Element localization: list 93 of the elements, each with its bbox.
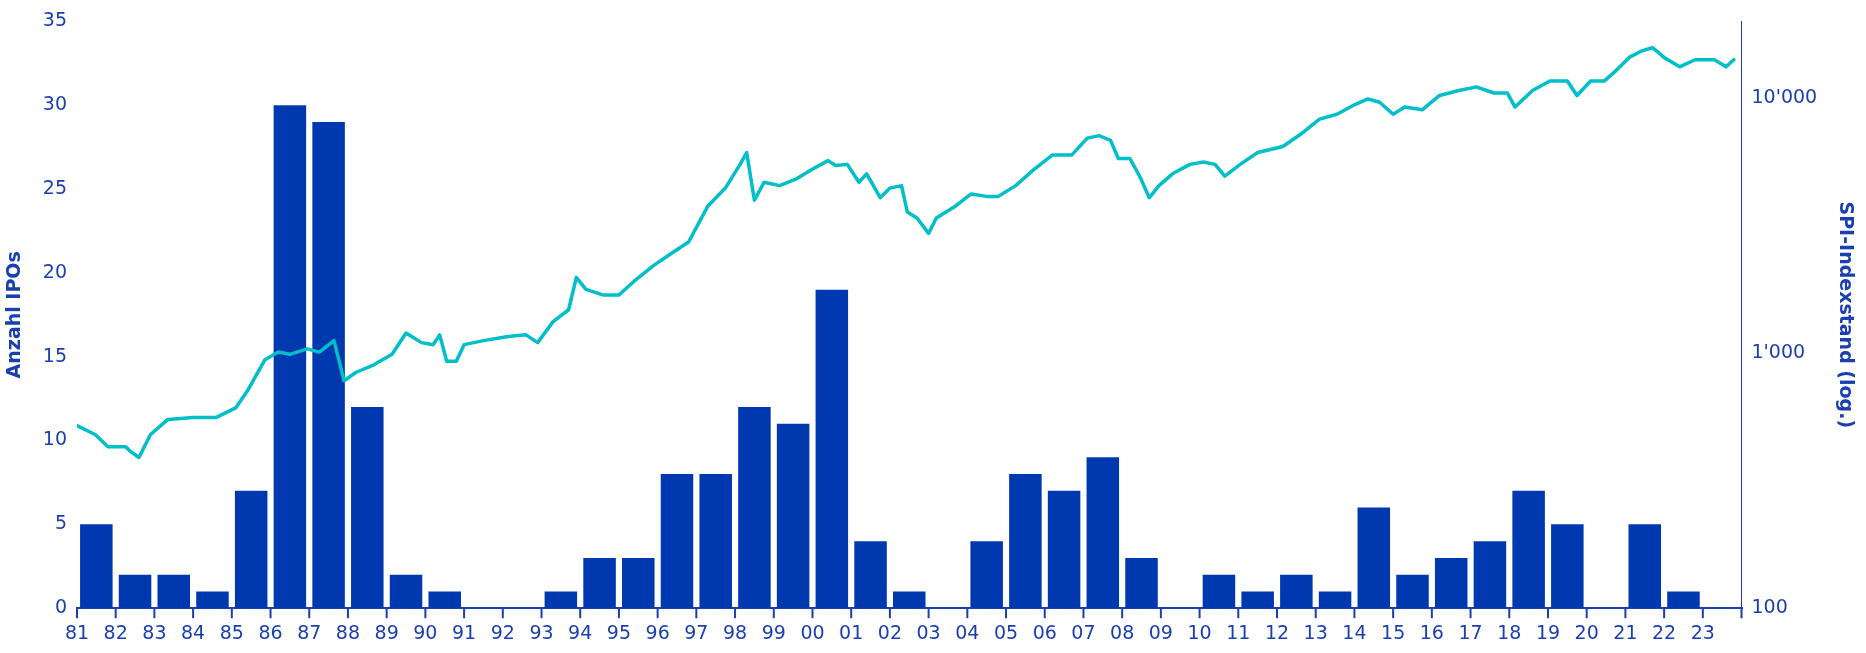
x-tick-label: 90 xyxy=(413,620,438,643)
bar xyxy=(660,474,694,609)
bar xyxy=(1628,524,1662,609)
x-tick-label: 94 xyxy=(568,620,593,643)
y-axis-title: Anzahl IPOs xyxy=(2,251,25,379)
bar xyxy=(1202,574,1236,609)
x-tick-label: 10 xyxy=(1187,620,1212,643)
x-tick-label: 99 xyxy=(761,620,786,643)
bar xyxy=(273,105,307,609)
x-tick-label: 17 xyxy=(1458,620,1483,643)
bar xyxy=(1551,524,1584,609)
x-tick-label: 84 xyxy=(181,620,206,643)
y2-tick-label: 100 xyxy=(1751,595,1788,618)
bar xyxy=(118,574,152,609)
bar xyxy=(351,407,384,609)
y-tick-label: 30 xyxy=(42,92,67,115)
bar xyxy=(428,591,461,609)
x-tick-label: 20 xyxy=(1574,620,1599,643)
x-tick-label: 83 xyxy=(142,620,167,643)
x-tick-label: 05 xyxy=(993,620,1019,643)
bar xyxy=(1396,574,1429,609)
bar xyxy=(1667,591,1700,609)
x-tick-label: 82 xyxy=(103,620,128,643)
x-tick-label: 03 xyxy=(916,620,941,643)
x-tick-label: 89 xyxy=(374,620,399,643)
bar xyxy=(1357,507,1391,609)
x-tick-label: 98 xyxy=(722,620,748,643)
bar xyxy=(389,574,423,609)
bar xyxy=(80,524,113,609)
y-tick-label: 20 xyxy=(42,259,67,282)
y2-tick-label: 1'000 xyxy=(1751,340,1806,363)
x-tick-label: 21 xyxy=(1613,620,1638,643)
y-tick-label: 25 xyxy=(42,175,67,198)
x-tick-label: 15 xyxy=(1381,620,1406,643)
bar xyxy=(1434,557,1468,609)
x-tick-label: 22 xyxy=(1652,620,1677,643)
x-tick-label: 06 xyxy=(1032,620,1057,643)
x-tick-label: 96 xyxy=(645,620,670,643)
bar xyxy=(544,591,578,609)
bar xyxy=(1125,557,1158,609)
y2-axis-title: SPI-Indexstand (log.) xyxy=(1835,201,1858,429)
x-tick-label: 01 xyxy=(839,620,864,643)
y-tick-label: 10 xyxy=(42,427,67,450)
bar xyxy=(622,557,655,609)
x-tick-label: 86 xyxy=(258,620,283,643)
x-tick-label: 85 xyxy=(219,620,244,643)
bar xyxy=(157,574,191,609)
x-tick-label: 23 xyxy=(1690,620,1715,643)
x-tick-label: 92 xyxy=(490,620,515,643)
y-tick-label: 5 xyxy=(54,511,67,534)
x-tick-label: 11 xyxy=(1226,620,1251,643)
bar xyxy=(776,423,810,609)
bar xyxy=(1241,591,1274,609)
bar xyxy=(815,289,849,609)
x-tick-label: 19 xyxy=(1535,620,1561,643)
bar xyxy=(970,541,1003,609)
bar xyxy=(1086,457,1120,609)
bar xyxy=(738,407,771,609)
y-tick-label: 15 xyxy=(42,343,67,366)
bar xyxy=(312,121,345,609)
bar xyxy=(196,591,229,609)
x-tick-label: 93 xyxy=(529,620,554,643)
bar xyxy=(1318,591,1352,609)
x-tick-label: 09 xyxy=(1148,620,1173,643)
x-tick-label: 18 xyxy=(1497,620,1522,643)
bar xyxy=(1047,490,1081,609)
bar xyxy=(893,591,926,609)
x-tick-label: 97 xyxy=(684,620,709,643)
x-tick-label: 13 xyxy=(1303,620,1328,643)
x-tick-label: 88 xyxy=(335,620,361,643)
x-tick-label: 14 xyxy=(1342,620,1367,643)
bar xyxy=(1473,541,1507,609)
x-tick-label: 87 xyxy=(297,620,322,643)
y2-tick-label: 10'000 xyxy=(1751,85,1818,108)
x-tick-label: 12 xyxy=(1264,620,1290,643)
y-tick-label: 0 xyxy=(54,595,67,618)
x-tick-label: 95 xyxy=(606,620,632,643)
bar xyxy=(854,541,887,609)
x-tick-label: 81 xyxy=(64,620,90,643)
x-tick-label: 04 xyxy=(955,620,980,643)
bar xyxy=(234,490,268,609)
x-tick-label: 91 xyxy=(451,620,477,643)
bar xyxy=(699,474,732,609)
y-tick-label: 35 xyxy=(42,8,67,31)
x-tick-label: 16 xyxy=(1419,620,1444,643)
bar xyxy=(1280,574,1313,609)
x-tick-label: 00 xyxy=(800,620,825,643)
x-tick-label: 07 xyxy=(1071,620,1096,643)
bar xyxy=(1009,474,1042,609)
x-tick-label: 02 xyxy=(877,620,902,643)
bar xyxy=(1512,490,1545,609)
bar xyxy=(583,557,616,609)
x-tick-label: 08 xyxy=(1110,620,1135,643)
